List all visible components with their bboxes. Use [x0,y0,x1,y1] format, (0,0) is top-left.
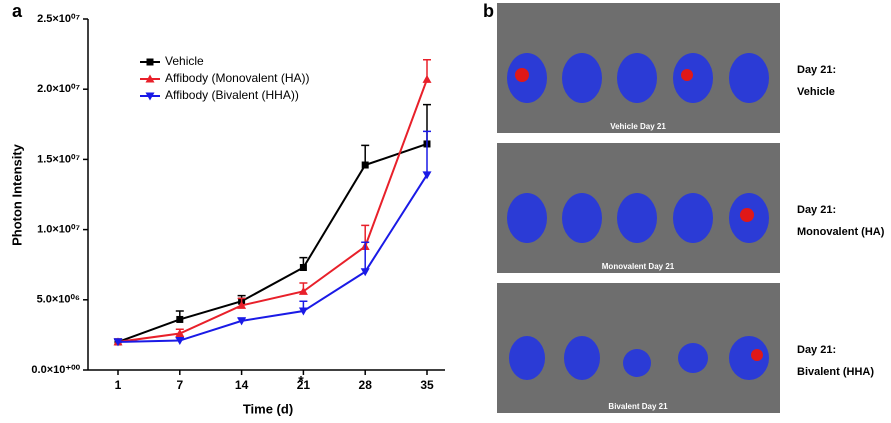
image [497,143,780,273]
x-tick-label: 7 [176,378,183,392]
row-label: Vehicle [797,86,835,98]
y-tick-label: 1.5×10⁰⁷ [37,153,80,165]
image-caption: Vehicle Day 21 [610,122,666,131]
y-axis-title: Photon Intensity [9,143,24,246]
image-panels [497,3,780,413]
row-label: Day 21: [797,344,836,356]
point [237,317,247,326]
line [117,174,428,343]
x-tick-label: 28 [359,378,373,392]
y-tick-label: 2.0×10⁰⁷ [37,83,80,95]
x-tick-label: 14 [235,378,249,392]
image-caption: Bivalent Day 21 [608,402,668,411]
panel-label: b [483,1,494,21]
point [361,161,369,169]
image-caption: Monovalent Day 21 [602,262,675,271]
point [422,171,432,180]
point [146,58,154,66]
row-label: Monovalent (HA) [797,226,885,238]
line [117,79,428,343]
y-tick-label: 1.0×10⁰⁷ [37,224,80,236]
x-tick-label: 1 [115,378,122,392]
point [145,92,155,101]
x-tick-label: 35 [420,378,434,392]
significance-mark: * [298,373,304,389]
line [117,143,428,343]
legend-label: Affibody (Monovalent (HA)) [165,71,310,85]
row-label: Bivalent (HHA) [797,366,874,378]
panel-label: a [12,1,23,21]
point [113,338,123,347]
row-label: Day 21: [797,204,836,216]
point [145,74,155,83]
point [298,307,308,316]
point [175,328,185,337]
image [497,3,780,133]
error-bar [361,241,370,272]
point [298,286,308,295]
error-bar [423,130,431,175]
point [299,264,307,272]
row-label: Day 21: [797,64,836,76]
point [360,268,370,277]
image [497,283,780,413]
legend-label: Affibody (Bivalent (HHA)) [165,88,299,102]
y-tick-label: 2.5×10⁰⁷ [37,13,80,25]
y-tick-label: 0.0×10⁺⁰⁰ [31,364,80,376]
legend-label: Vehicle [165,54,204,68]
x-axis-title: Time (d) [243,401,293,416]
y-tick-label: 5.0×10⁰⁶ [37,294,80,306]
point [422,74,432,83]
point [237,300,247,309]
point [175,337,185,346]
x-tick-label: 21 [297,378,311,392]
point [176,315,184,323]
